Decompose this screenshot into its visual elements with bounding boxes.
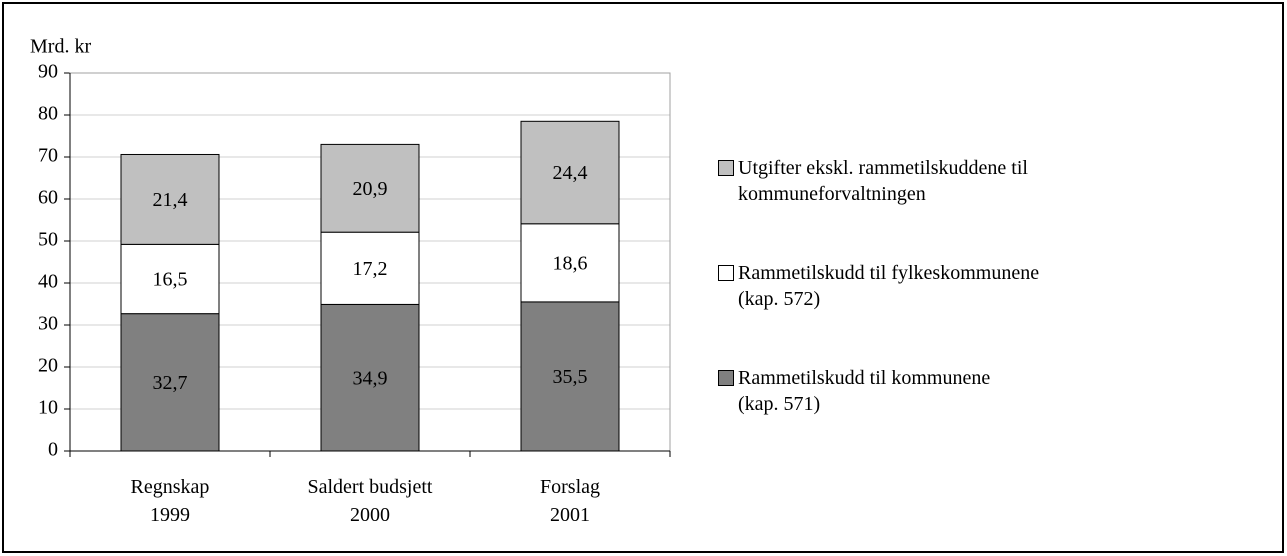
- bar-segment: [120, 153, 220, 245]
- legend-swatch: [718, 265, 734, 281]
- value-label: 34,9: [353, 367, 388, 389]
- legend-entry: Utgifter ekskl. rammetilskuddene til kom…: [718, 155, 1028, 207]
- y-tick-label: 90: [38, 61, 58, 83]
- y-tick-label: 10: [38, 397, 58, 419]
- legend-label: Rammetilskudd til fylkeskommunene (kap. …: [738, 262, 1040, 310]
- bar-segment: [320, 143, 420, 233]
- y-tick-label: 20: [38, 355, 58, 377]
- bar-segment: [120, 243, 220, 315]
- y-tick-label: 80: [38, 103, 58, 125]
- value-label: 18,6: [553, 252, 588, 274]
- bar-segment: [520, 223, 620, 303]
- legend-swatch: [718, 370, 734, 386]
- value-label: 20,9: [353, 178, 388, 200]
- y-axis-label: Mrd. kr: [30, 36, 91, 58]
- value-label: 35,5: [553, 366, 588, 388]
- x-tick-label: Regnskap 1999: [130, 476, 210, 526]
- legend-entry: Rammetilskudd til fylkeskommunene (kap. …: [718, 260, 1039, 312]
- value-label: 17,2: [353, 258, 388, 280]
- bar-segment: [120, 313, 220, 452]
- bar-segment: [320, 231, 420, 305]
- y-tick-label: 50: [38, 229, 58, 251]
- bar-segment: [320, 303, 420, 452]
- value-label: 16,5: [153, 269, 188, 291]
- value-label: 21,4: [153, 189, 188, 211]
- y-tick-label: 60: [38, 187, 58, 209]
- value-label: 32,7: [153, 372, 188, 394]
- y-tick-label: 0: [48, 439, 58, 461]
- y-tick-label: 70: [38, 145, 58, 167]
- legend-label: Rammetilskudd til kommunene (kap. 571): [738, 367, 991, 415]
- x-tick-label: Saldert budsjett 2000: [307, 476, 433, 526]
- legend-entry: Rammetilskudd til kommunene (kap. 571): [718, 365, 990, 417]
- y-tick-label: 40: [38, 271, 58, 293]
- value-label: 24,4: [553, 162, 588, 184]
- y-tick-label: 30: [38, 313, 58, 335]
- legend-label: Utgifter ekskl. rammetilskuddene til kom…: [738, 157, 1028, 205]
- x-tick-label: Forslag 2001: [540, 476, 600, 526]
- bar-segment: [520, 301, 620, 452]
- bar-segment: [520, 120, 620, 225]
- legend-swatch: [718, 160, 734, 176]
